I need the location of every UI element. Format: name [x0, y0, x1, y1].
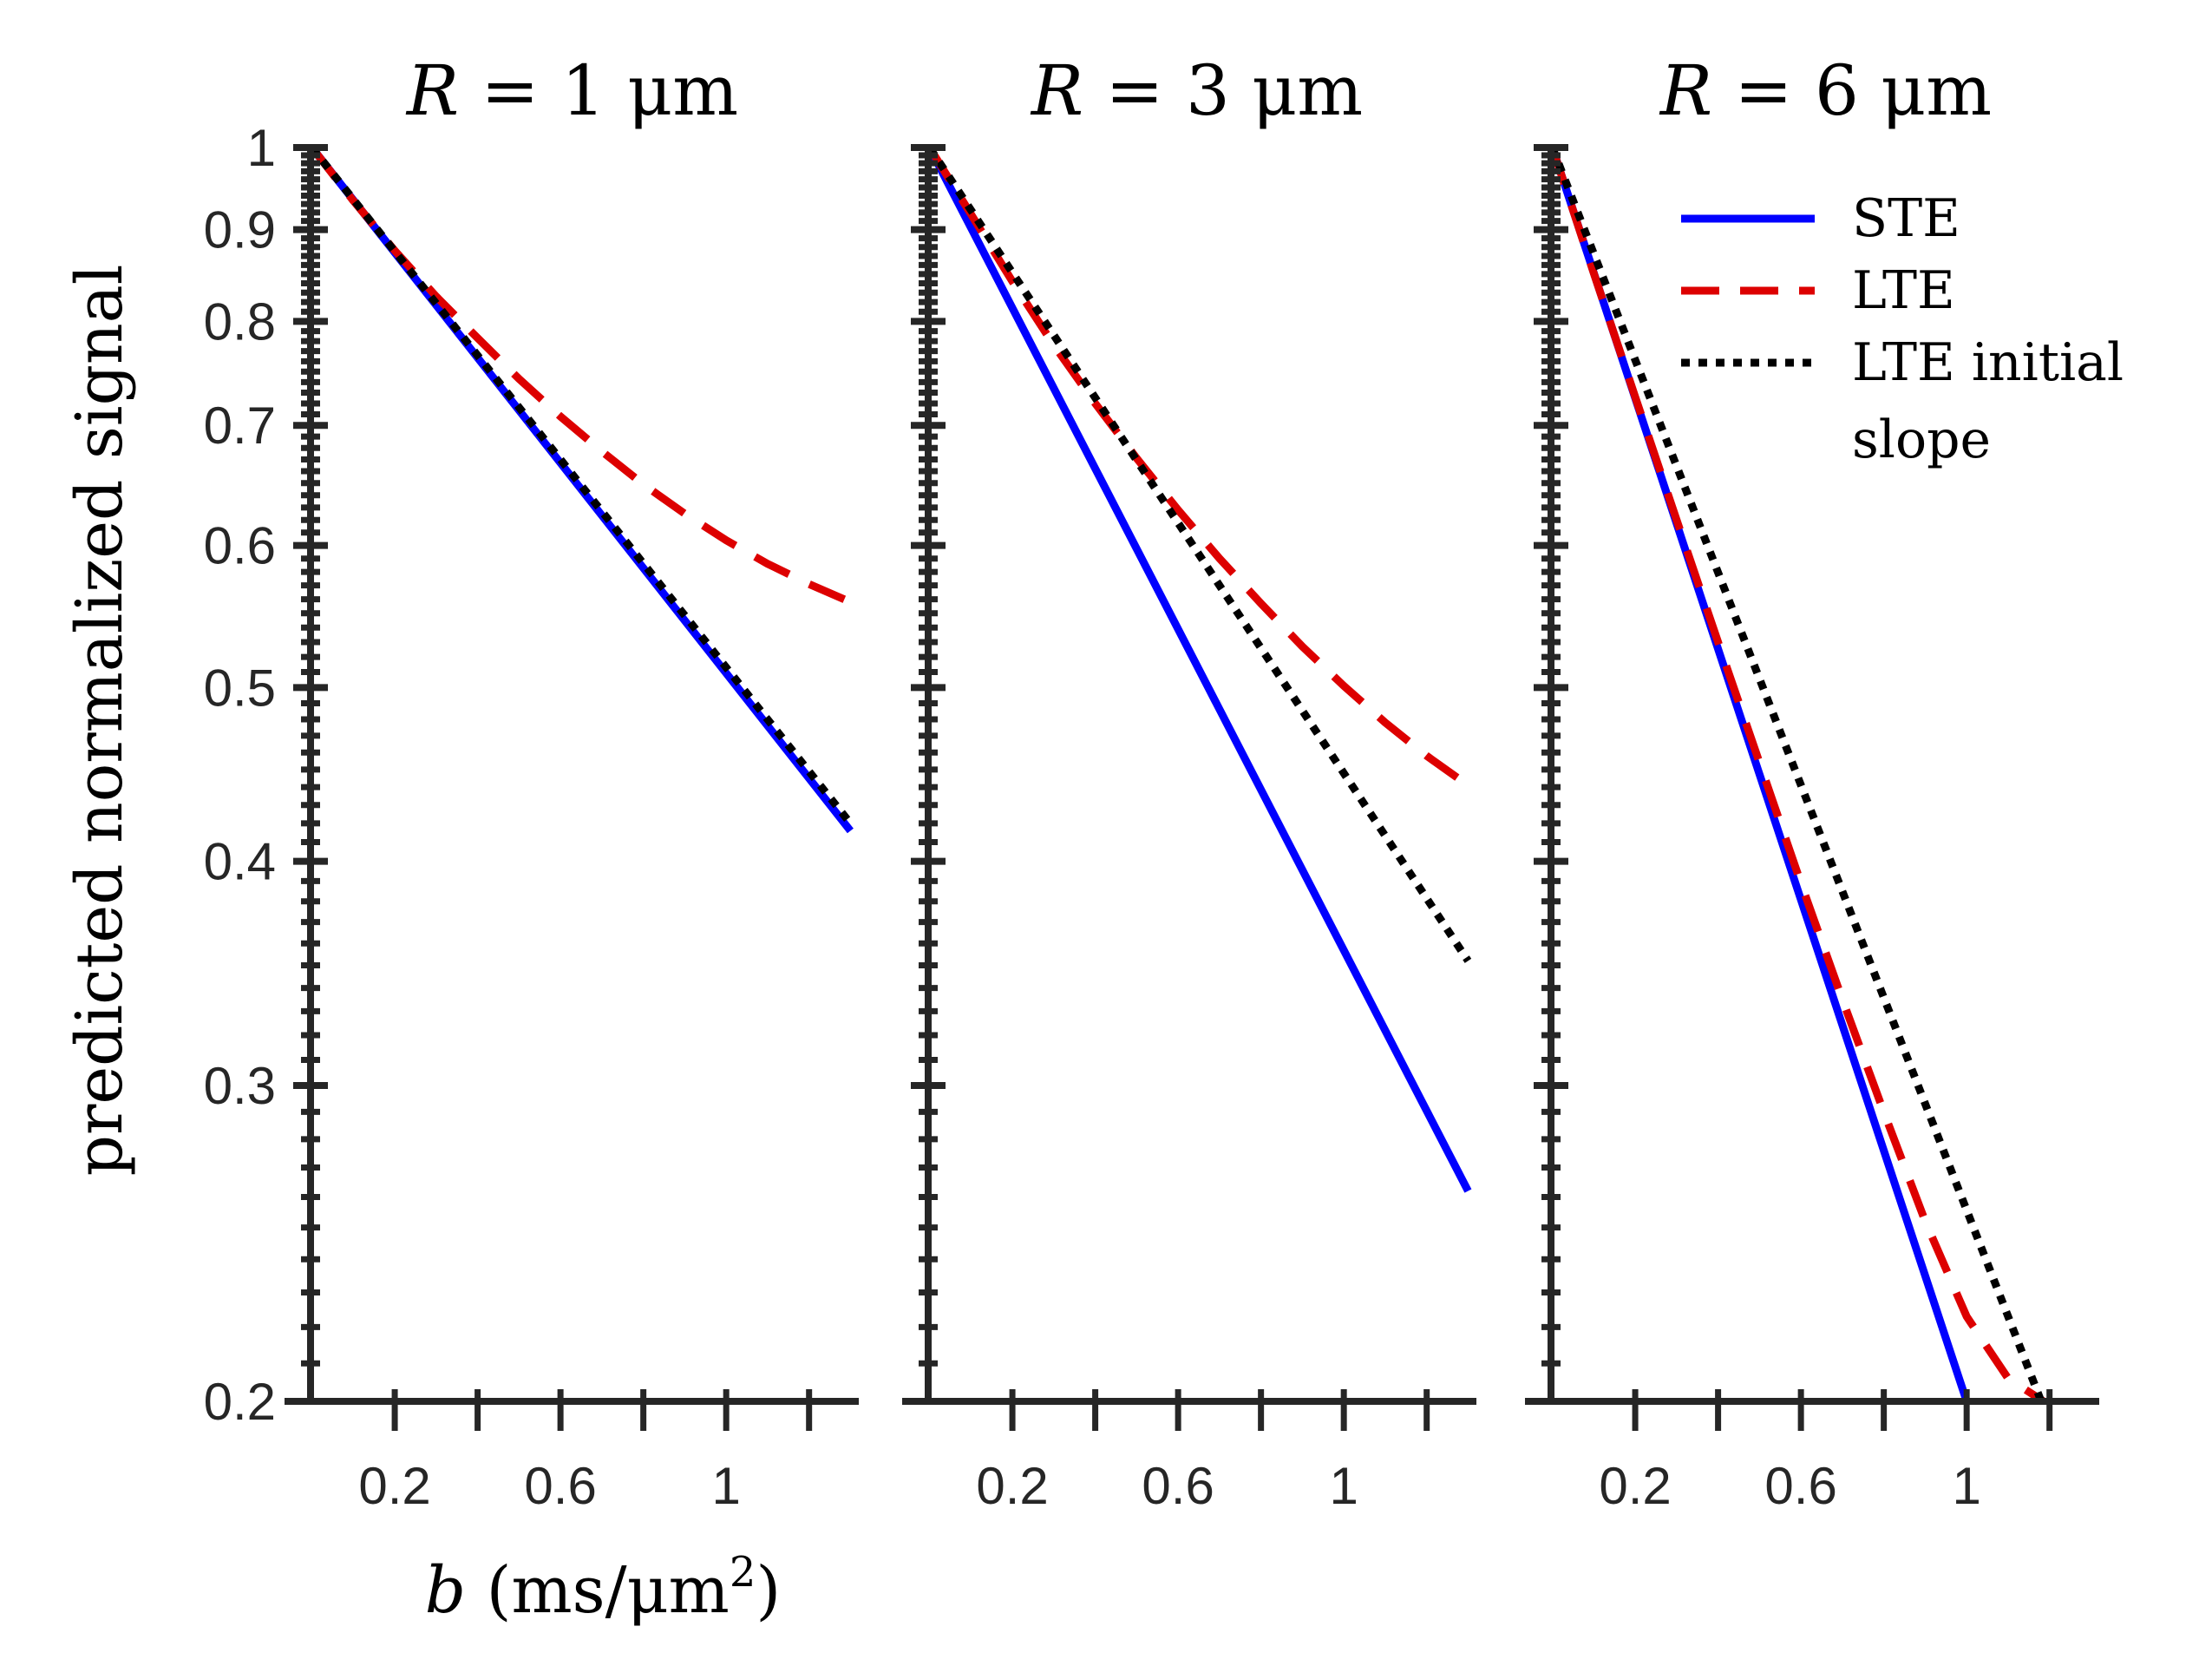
- legend-label-initial-slope: LTE initial: [1852, 332, 2124, 393]
- panel-title-text: = 6 μm: [1712, 50, 1992, 131]
- x-tick-label: 1: [711, 1457, 740, 1515]
- y-tick-label: 0.3: [204, 1057, 276, 1115]
- panel-title: R = 6 μm: [1659, 50, 1992, 131]
- y-axis-label: predicted normalized signal: [62, 265, 137, 1177]
- series-group: [1551, 146, 2052, 1401]
- panel-title-var: R: [405, 50, 459, 131]
- legend-label-initial-slope-line2: slope: [1852, 410, 1991, 470]
- x-axis-label-units: (ms/μm: [466, 1553, 730, 1628]
- x-axis-label-var: b: [425, 1553, 466, 1628]
- y-tick-label: 0.2: [204, 1373, 276, 1431]
- panel-title-text: = 1 μm: [459, 50, 738, 131]
- x-tick-label: 0.2: [1599, 1457, 1671, 1515]
- panel-title-var: R: [1030, 50, 1083, 131]
- y-tick-label: 0.4: [204, 833, 276, 891]
- y-tick-label: 0.6: [204, 517, 276, 575]
- series-group: [311, 145, 854, 834]
- legend: STE LTE LTE initial slope: [1681, 188, 2124, 470]
- series-lte-initial-slope: [928, 145, 1472, 963]
- panel-r1: R = 1 μm 0.2 0.3 0.4 0.5 0.6 0.7 0.8 0.9 1 0.2 0.6…: [204, 50, 859, 1515]
- x-axis-label-sup: 2: [730, 1548, 756, 1597]
- y-tick-label: 0.7: [204, 397, 276, 455]
- x-tick-label: 0.6: [524, 1457, 596, 1515]
- legend-label-lte: LTE: [1852, 260, 1955, 321]
- x-tick-label: 1: [1329, 1457, 1358, 1515]
- panel-r3: R = 3 μm 0.2 0.6 1: [902, 50, 1476, 1515]
- x-tick-label: 1: [1952, 1457, 1980, 1515]
- series-ste: [928, 145, 1472, 1193]
- x-tick-label: 0.6: [1764, 1457, 1836, 1515]
- y-tick-label: 0.5: [204, 659, 276, 717]
- panel-title-var: R: [1659, 50, 1712, 131]
- x-tick-label: 0.2: [976, 1457, 1048, 1515]
- series-lte: [1551, 146, 2052, 1401]
- x-axis-label: b (ms/μm2): [425, 1548, 782, 1628]
- x-tick-label: 0.2: [358, 1457, 430, 1515]
- panel-title: R = 1 μm: [405, 50, 738, 131]
- y-tick-label: 0.9: [204, 201, 276, 259]
- panel-title: R = 3 μm: [1030, 50, 1363, 131]
- panel-title-text: = 3 μm: [1083, 50, 1363, 131]
- legend-label-ste: STE: [1852, 188, 1960, 249]
- series-lte-initial-slope: [311, 145, 854, 826]
- x-tick-label: 0.6: [1142, 1457, 1214, 1515]
- panel-r6: R = 6 μm 0.2 0.6 1: [1525, 50, 2099, 1515]
- series-group: [928, 145, 1472, 1193]
- y-tick-label: 0.8: [204, 292, 276, 351]
- y-tick-label: 1: [247, 119, 276, 177]
- x-axis-label-close: ): [756, 1553, 781, 1628]
